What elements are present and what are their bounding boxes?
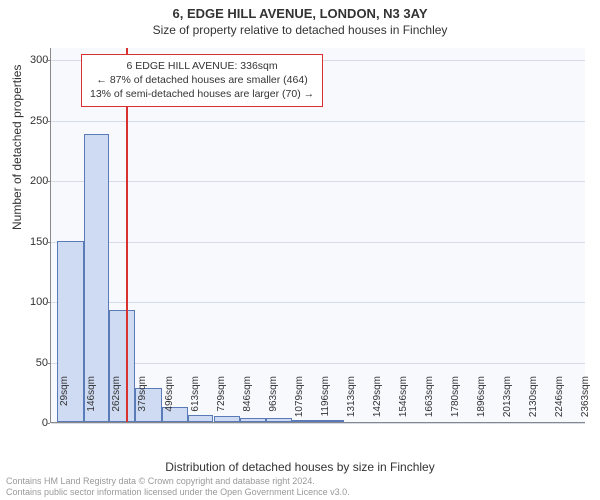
y-tick-mark xyxy=(46,181,50,182)
x-tick-label: 1663sqm xyxy=(424,376,435,426)
x-tick-label: 2363sqm xyxy=(580,376,591,426)
y-tick-mark xyxy=(46,242,50,243)
x-tick-label: 729sqm xyxy=(216,376,227,426)
x-tick-label: 963sqm xyxy=(268,376,279,426)
x-tick-label: 1896sqm xyxy=(476,376,487,426)
footer-line-1: Contains HM Land Registry data © Crown c… xyxy=(6,476,350,487)
info-box-line: ← 87% of detached houses are smaller (46… xyxy=(90,73,314,87)
gridline xyxy=(51,242,585,243)
gridline xyxy=(51,181,585,182)
x-tick-label: 379sqm xyxy=(137,376,148,426)
chart-title-sub: Size of property relative to detached ho… xyxy=(0,21,600,37)
x-tick-label: 2013sqm xyxy=(502,376,513,426)
x-tick-label: 1313sqm xyxy=(346,376,357,426)
footer-line-2: Contains public sector information licen… xyxy=(6,487,350,498)
x-tick-label: 1429sqm xyxy=(372,376,383,426)
footer-attribution: Contains HM Land Registry data © Crown c… xyxy=(6,476,350,498)
x-axis-label: Distribution of detached houses by size … xyxy=(0,460,600,474)
x-tick-label: 1196sqm xyxy=(320,376,331,426)
info-box-line: 6 EDGE HILL AVENUE: 336sqm xyxy=(90,59,314,73)
x-tick-label: 2246sqm xyxy=(554,376,565,426)
y-tick-mark xyxy=(46,423,50,424)
info-box-line: 13% of semi-detached houses are larger (… xyxy=(90,87,314,101)
x-tick-label: 613sqm xyxy=(190,376,201,426)
x-tick-label: 1079sqm xyxy=(294,376,305,426)
gridline xyxy=(51,302,585,303)
chart-plot-area: 6 EDGE HILL AVENUE: 336sqm← 87% of detac… xyxy=(50,48,585,423)
x-tick-label: 1546sqm xyxy=(398,376,409,426)
y-tick-mark xyxy=(46,121,50,122)
y-tick-mark xyxy=(46,302,50,303)
x-tick-label: 29sqm xyxy=(59,376,70,426)
x-tick-label: 846sqm xyxy=(242,376,253,426)
x-tick-label: 1780sqm xyxy=(450,376,461,426)
x-tick-label: 262sqm xyxy=(111,376,122,426)
y-tick-mark xyxy=(46,60,50,61)
x-tick-label: 2130sqm xyxy=(528,376,539,426)
info-box: 6 EDGE HILL AVENUE: 336sqm← 87% of detac… xyxy=(81,54,323,107)
gridline xyxy=(51,121,585,122)
y-tick-mark xyxy=(46,363,50,364)
x-tick-label: 496sqm xyxy=(164,376,175,426)
x-tick-label: 146sqm xyxy=(86,376,97,426)
chart-title-main: 6, EDGE HILL AVENUE, LONDON, N3 3AY xyxy=(0,0,600,21)
y-axis-label: Number of detached properties xyxy=(10,65,24,230)
